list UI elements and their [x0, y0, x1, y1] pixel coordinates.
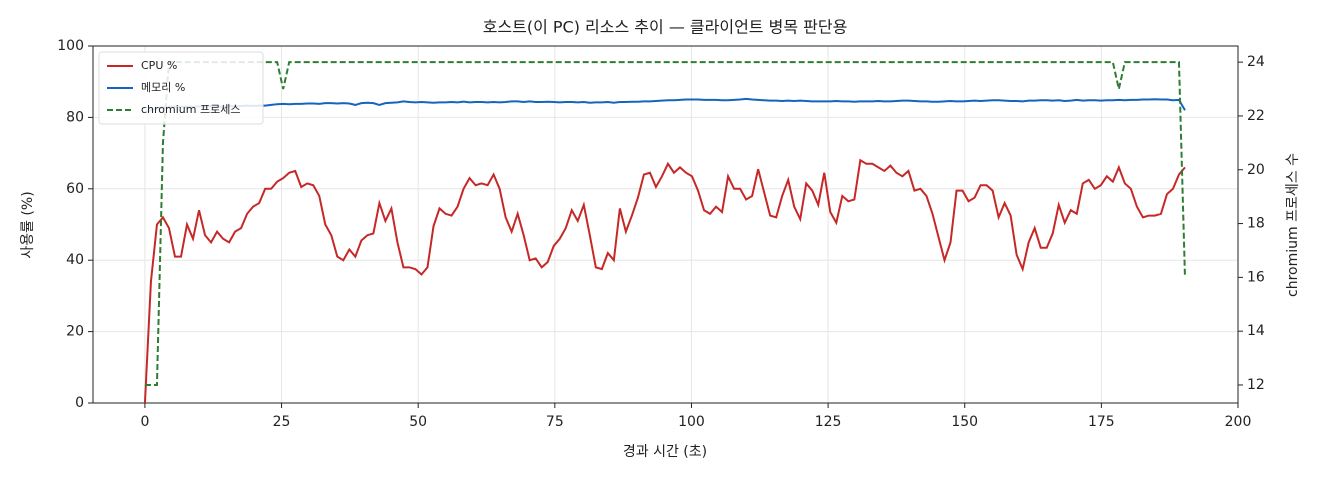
y2-tick-label: 12 [1247, 377, 1265, 393]
y-tick-label: 60 [66, 181, 84, 197]
y2-tick-label: 14 [1247, 323, 1265, 339]
y-tick-label: 40 [66, 252, 84, 268]
legend: CPU % 메모리 % chromium 프로세스 [98, 51, 264, 125]
y2-tick-label: 20 [1247, 162, 1265, 178]
y-axis-label: 사용률 (%) [20, 191, 36, 258]
series-line [144, 97, 1186, 114]
series-line [143, 158, 1186, 404]
series-line [144, 61, 1186, 386]
x-tick-label: 75 [546, 414, 564, 430]
x-axis-label: 경과 시간 (초) [623, 444, 707, 460]
x-tick-label: 0 [140, 414, 149, 430]
x-tick-label: 125 [815, 414, 842, 430]
y2-tick-label: 18 [1247, 216, 1265, 232]
x-tick-label: 175 [1088, 414, 1115, 430]
chart-title: 호스트(이 PC) 리소스 추이 — 클라이언트 병목 판단용 [483, 18, 848, 37]
legend-label: 메모리 % [141, 81, 185, 94]
y2-tick-label: 16 [1247, 269, 1265, 285]
y-tick-label: 80 [66, 109, 84, 125]
x-tick-label: 150 [951, 414, 978, 430]
x-tick-label: 100 [678, 414, 705, 430]
y-tick-label: 100 [57, 38, 84, 54]
legend-label: chromium 프로세스 [141, 103, 240, 116]
x-tick-label: 50 [409, 414, 427, 430]
y-tick-label: 0 [75, 395, 84, 411]
y-tick-label: 20 [66, 324, 84, 340]
y2-tick-label: 24 [1247, 54, 1265, 70]
x-tick-label: 200 [1225, 414, 1252, 430]
y2-tick-label: 22 [1247, 108, 1265, 124]
plot-frame [92, 45, 1239, 404]
y2-axis-label: chromium 프로세스 수 [1285, 153, 1301, 297]
x-tick-label: 25 [273, 414, 291, 430]
legend-box [98, 51, 264, 125]
legend-label: CPU % [141, 59, 177, 72]
